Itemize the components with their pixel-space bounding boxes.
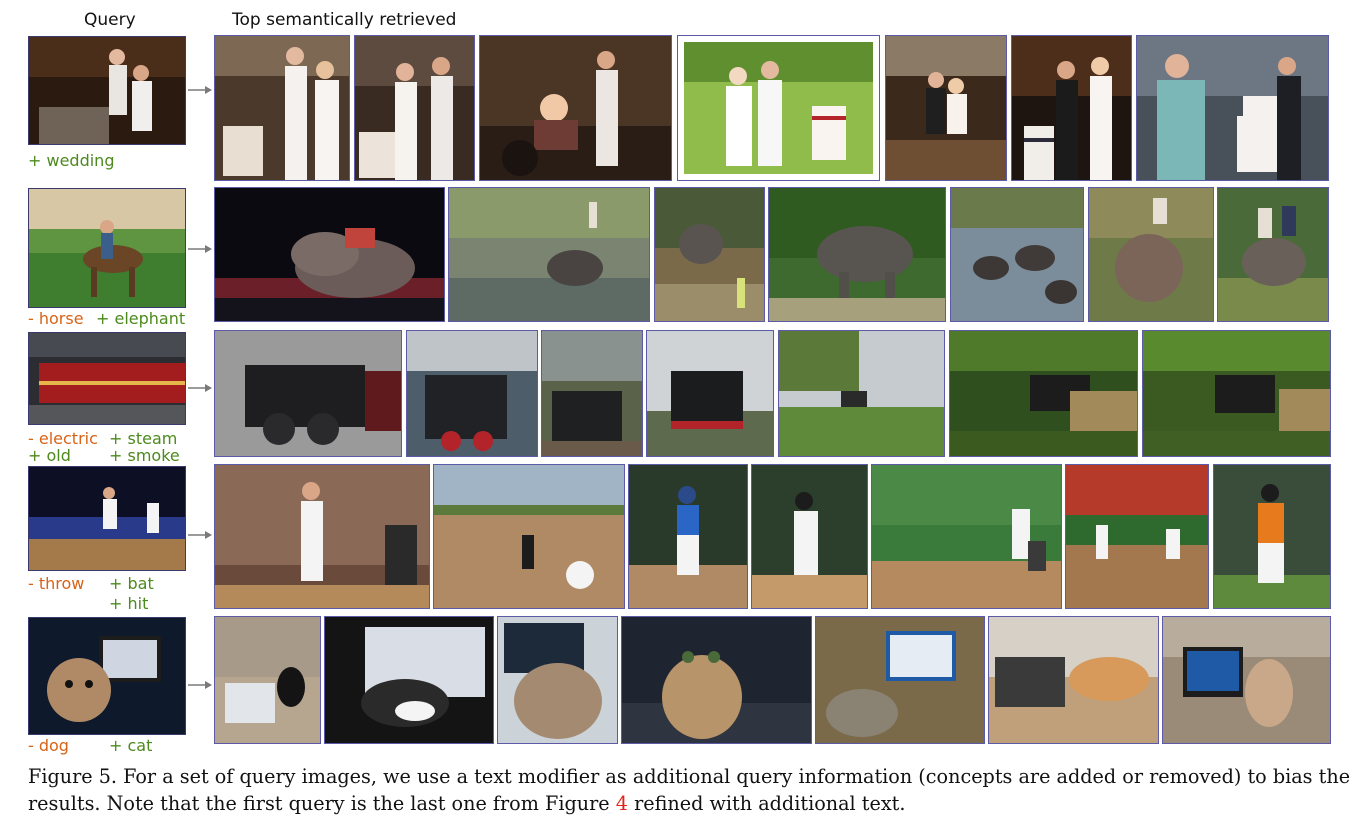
retrieved-image [214, 35, 350, 181]
retrieved-image [628, 464, 748, 609]
retrieved-image [541, 330, 643, 457]
retrieved-image [406, 330, 538, 457]
retrieved-image [354, 35, 475, 181]
query-image-pitcher [28, 466, 186, 571]
retrieved-image [1065, 464, 1209, 609]
retrieved-image [988, 616, 1159, 744]
retrieved-image [1011, 35, 1132, 181]
modifier-remove-horse: - horse [28, 309, 84, 328]
retrieved-image [1162, 616, 1331, 744]
retrieved-image [621, 616, 812, 744]
retrieved-image [815, 616, 985, 744]
query-image-wedding [28, 36, 186, 145]
modifier-add-bat: + bat [109, 574, 154, 593]
retrieved-image [1213, 464, 1331, 609]
modifier-remove-electric: - electric [28, 429, 98, 448]
caption-line-1: Figure 5. For a set of query images, we … [28, 765, 1351, 788]
arrow-icon [188, 86, 212, 94]
modifier-add-smoke: + smoke [109, 446, 180, 465]
retrieved-image [950, 187, 1084, 322]
caption-line-2-end: refined with additional text. [627, 792, 906, 815]
retrieved-image [1142, 330, 1331, 457]
modifier-remove-throw: - throw [28, 574, 85, 593]
query-column-header: Query [84, 10, 136, 30]
figure-caption: Figure 5. For a set of query images, we … [28, 763, 1351, 817]
retrieved-image [751, 464, 868, 609]
arrow-icon [188, 681, 212, 689]
query-image-locomotive [28, 332, 186, 425]
retrieved-image [1136, 35, 1329, 181]
modifier-add-steam: + steam [109, 429, 178, 448]
modifier-add-elephant: + elephant [96, 309, 186, 328]
retrieved-image [778, 330, 945, 457]
retrieved-image [479, 35, 672, 181]
retrieved-image [214, 330, 402, 457]
arrow-icon [188, 384, 212, 392]
caption-line-2-text: results. Note that the first query is th… [28, 792, 616, 815]
retrieved-image [214, 616, 321, 744]
retrieved-image [1088, 187, 1214, 322]
retrieved-image [871, 464, 1062, 609]
caption-line-2: results. Note that the first query is th… [28, 790, 1348, 817]
modifier-add-cat: + cat [109, 736, 153, 755]
retrieved-image [677, 35, 880, 181]
retrieved-image [497, 616, 618, 744]
retrieved-image [214, 187, 445, 322]
retrieved-image [1217, 187, 1329, 322]
retrieved-image [646, 330, 774, 457]
retrieved-image [949, 330, 1138, 457]
query-image-horse [28, 188, 186, 308]
figure-reference-link[interactable]: 4 [615, 792, 628, 815]
retrieved-image [214, 464, 430, 609]
arrow-icon [188, 245, 212, 253]
modifier-add-hit: + hit [109, 594, 149, 613]
retrieved-image [885, 35, 1007, 181]
query-image-dog [28, 617, 186, 735]
retrieved-image [433, 464, 625, 609]
arrow-icon [188, 531, 212, 539]
modifier-remove-dog: - dog [28, 736, 69, 755]
retrieved-image [768, 187, 946, 322]
retrieved-image [654, 187, 765, 322]
retrieved-column-header: Top semantically retrieved [232, 10, 457, 30]
retrieved-image [448, 187, 650, 322]
retrieved-image [324, 616, 494, 744]
modifier-add-wedding: + wedding [28, 151, 115, 170]
modifier-add-old: + old [28, 446, 71, 465]
